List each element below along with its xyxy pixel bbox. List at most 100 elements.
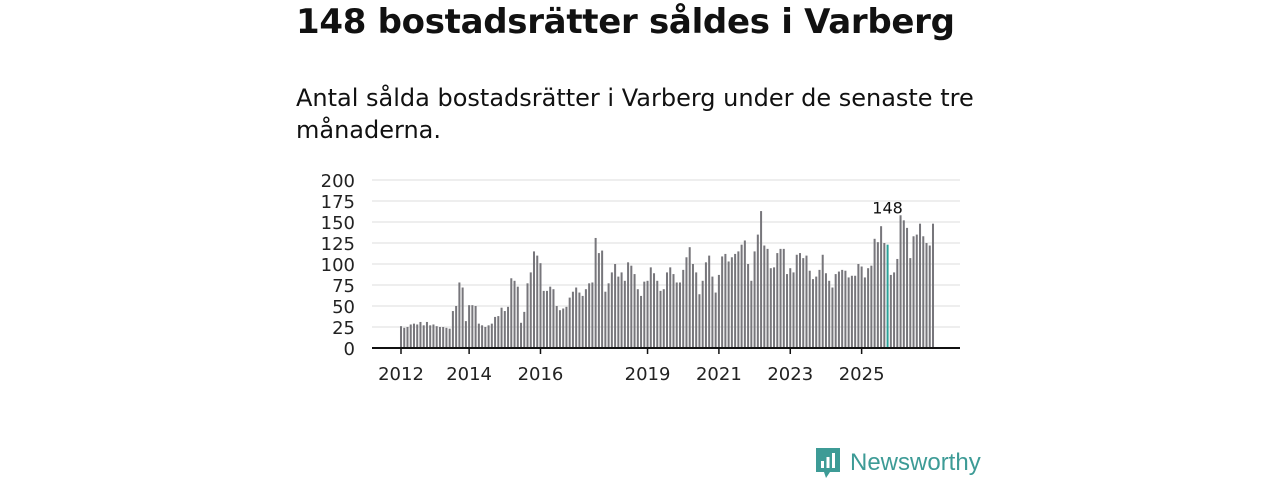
- bar: [876, 242, 879, 348]
- bar: [837, 271, 840, 348]
- bar: [581, 295, 584, 348]
- bar: [734, 253, 737, 348]
- bar: [802, 258, 805, 348]
- bar: [714, 292, 717, 348]
- bar: [653, 273, 656, 348]
- newsworthy-logo[interactable]: Newsworthy: [814, 446, 981, 480]
- bar: [487, 325, 490, 348]
- bar: [779, 248, 782, 348]
- bar: [630, 265, 633, 348]
- bar: [604, 291, 607, 348]
- bar: [526, 283, 529, 348]
- bar: [643, 281, 646, 348]
- bar: [399, 326, 403, 348]
- bar: [409, 324, 412, 348]
- bar: [857, 264, 860, 348]
- y-tick-label: 75: [332, 276, 355, 297]
- bar: [769, 268, 772, 348]
- bar: [633, 274, 636, 348]
- bar: [461, 287, 464, 348]
- bar: [776, 253, 779, 348]
- bar: [640, 295, 643, 348]
- bar: [688, 247, 691, 348]
- bar: [455, 306, 458, 348]
- bar: [507, 306, 510, 348]
- bar: [614, 264, 617, 348]
- bar: [591, 282, 594, 348]
- bar: [468, 305, 471, 348]
- bar: [529, 272, 532, 348]
- bar: [429, 325, 432, 348]
- bar: [740, 244, 743, 348]
- annotations: 148: [872, 199, 903, 218]
- bar: [669, 267, 672, 348]
- bar: [675, 282, 678, 348]
- bar: [902, 220, 905, 348]
- bar: [442, 327, 445, 348]
- bar: [403, 327, 406, 348]
- newsworthy-logo-icon: [816, 448, 840, 478]
- bar: [850, 275, 853, 348]
- x-tick-label: 2012: [378, 364, 424, 385]
- bar: [425, 321, 428, 348]
- x-tick-label: 2021: [696, 364, 742, 385]
- bar: [678, 282, 681, 348]
- bar: [532, 251, 536, 348]
- bar: [899, 215, 902, 348]
- bar: [753, 251, 756, 348]
- highlighted-bar: [886, 244, 889, 348]
- bar: [539, 263, 542, 348]
- x-tick-label: 2019: [625, 364, 671, 385]
- bar: [798, 253, 802, 348]
- bar: [474, 306, 477, 348]
- bar: [695, 272, 698, 348]
- bar: [545, 290, 548, 348]
- bar: [704, 262, 707, 348]
- bar: [863, 277, 866, 348]
- bar: [627, 262, 630, 348]
- bar: [513, 280, 516, 348]
- bar: [782, 248, 785, 348]
- bar: [594, 237, 597, 348]
- bar: [419, 321, 422, 348]
- x-axis-labels: 2012 2014 2016 2019 2021 2023 2025: [378, 348, 885, 385]
- bar: [523, 311, 526, 348]
- bar: [672, 274, 675, 348]
- bar: [477, 323, 480, 348]
- bar: [805, 255, 808, 348]
- bar: [708, 255, 711, 348]
- bar: [912, 236, 915, 348]
- bar: [607, 283, 610, 348]
- bar: [880, 226, 883, 348]
- bar: [727, 261, 730, 348]
- bar: [893, 272, 896, 348]
- bar: [620, 272, 623, 348]
- bar: [623, 280, 626, 348]
- bar: [824, 273, 827, 348]
- bar: [847, 277, 850, 348]
- y-tick-label: 175: [321, 192, 355, 213]
- bar: [578, 292, 581, 348]
- bar: [760, 211, 763, 348]
- bar: [811, 279, 814, 348]
- bar: [568, 297, 571, 348]
- bar: [659, 290, 662, 348]
- bar: [571, 291, 574, 348]
- bar: [860, 266, 863, 348]
- bar: [682, 269, 685, 348]
- bar: [656, 280, 659, 348]
- bar: [909, 258, 912, 348]
- bar: [724, 253, 727, 348]
- bar: [665, 272, 669, 348]
- bar: [481, 325, 484, 348]
- x-tick-label: 2023: [767, 364, 813, 385]
- bar: [584, 289, 587, 348]
- bar: [717, 274, 720, 348]
- bar: [792, 272, 795, 348]
- bar: [636, 289, 639, 348]
- bar: [915, 234, 918, 348]
- chart-subtitle: Antal sålda bostadsrätter i Varberg unde…: [296, 84, 974, 144]
- bar: [928, 245, 931, 348]
- bar: [919, 223, 922, 348]
